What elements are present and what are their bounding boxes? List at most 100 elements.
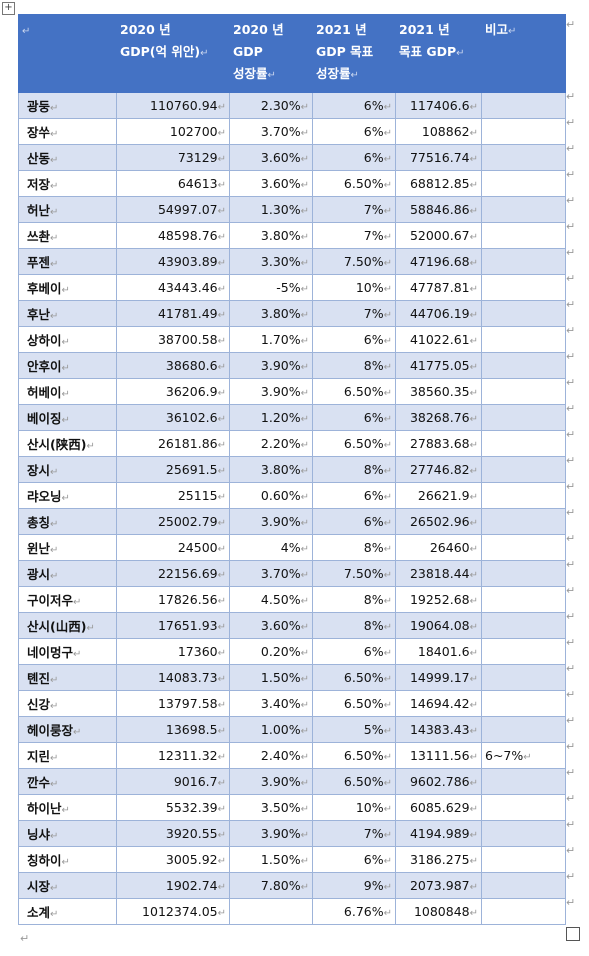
cell-growth-2020[interactable]: 3.60%↵ xyxy=(229,612,313,639)
cell-target-growth-2021[interactable]: 6%↵ xyxy=(312,144,396,171)
cell-gdp-2020[interactable]: 25002.79↵ xyxy=(116,508,230,535)
cell-gdp-2020[interactable]: 64613↵ xyxy=(116,170,230,197)
cell-growth-2020[interactable]: 3.90%↵ xyxy=(229,768,313,795)
cell-target-gdp-2021[interactable]: 19252.68↵ xyxy=(395,586,482,613)
cell-region[interactable]: 안후이↵ xyxy=(18,352,117,379)
cell-gdp-2020[interactable]: 43903.89↵ xyxy=(116,248,230,275)
cell-gdp-2020[interactable]: 110760.94↵ xyxy=(116,92,230,119)
cell-target-gdp-2021[interactable]: 58846.86↵ xyxy=(395,196,482,223)
cell-growth-2020[interactable]: 1.50%↵ xyxy=(229,664,313,691)
cell-growth-2020[interactable]: 3.90%↵ xyxy=(229,820,313,847)
cell-target-growth-2021[interactable]: 6.50%↵ xyxy=(312,170,396,197)
cell-gdp-2020[interactable]: 3005.92↵ xyxy=(116,846,230,873)
cell-region[interactable]: 산동↵ xyxy=(18,144,117,171)
cell-region[interactable]: 네이멍구↵ xyxy=(18,638,117,665)
cell-growth-2020[interactable]: 1.70%↵ xyxy=(229,326,313,353)
cell-gdp-2020[interactable]: 24500↵ xyxy=(116,534,230,561)
cell-gdp-2020[interactable]: 36206.9↵ xyxy=(116,378,230,405)
cell-target-gdp-2021[interactable]: 68812.85↵ xyxy=(395,170,482,197)
cell-note[interactable] xyxy=(481,300,566,327)
cell-growth-2020[interactable]: 3.50%↵ xyxy=(229,794,313,821)
cell-target-gdp-2021[interactable]: 14383.43↵ xyxy=(395,716,482,743)
cell-target-gdp-2021[interactable]: 47196.68↵ xyxy=(395,248,482,275)
cell-region[interactable]: 지린↵ xyxy=(18,742,117,769)
cell-target-growth-2021[interactable]: 8%↵ xyxy=(312,352,396,379)
header-gdp-2020[interactable]: 2020 년 GDP(억 위안)↵ xyxy=(116,14,230,93)
cell-growth-2020[interactable]: 7.80%↵ xyxy=(229,872,313,899)
cell-gdp-2020[interactable]: 102700↵ xyxy=(116,118,230,145)
cell-target-growth-2021[interactable]: 6.50%↵ xyxy=(312,430,396,457)
cell-note[interactable] xyxy=(481,92,566,119)
cell-target-gdp-2021[interactable]: 3186.275↵ xyxy=(395,846,482,873)
cell-target-growth-2021[interactable]: 6.50%↵ xyxy=(312,378,396,405)
cell-gdp-2020[interactable]: 17826.56↵ xyxy=(116,586,230,613)
cell-note[interactable] xyxy=(481,144,566,171)
cell-note[interactable] xyxy=(481,430,566,457)
cell-region[interactable]: 장시↵ xyxy=(18,456,117,483)
cell-target-growth-2021[interactable]: 6%↵ xyxy=(312,638,396,665)
cell-growth-2020[interactable]: 3.80%↵ xyxy=(229,456,313,483)
cell-note[interactable] xyxy=(481,612,566,639)
cell-growth-2020[interactable]: 4.50%↵ xyxy=(229,586,313,613)
cell-target-growth-2021[interactable]: 6%↵ xyxy=(312,326,396,353)
cell-target-growth-2021[interactable]: 6.50%↵ xyxy=(312,768,396,795)
cell-target-gdp-2021[interactable]: 108862↵ xyxy=(395,118,482,145)
cell-note[interactable] xyxy=(481,456,566,483)
cell-gdp-2020[interactable]: 41781.49↵ xyxy=(116,300,230,327)
cell-target-growth-2021[interactable]: 10%↵ xyxy=(312,794,396,821)
cell-target-growth-2021[interactable]: 6.50%↵ xyxy=(312,664,396,691)
cell-region[interactable]: 칭하이↵ xyxy=(18,846,117,873)
cell-region[interactable]: 신강↵ xyxy=(18,690,117,717)
cell-target-gdp-2021[interactable]: 6085.629↵ xyxy=(395,794,482,821)
cell-region[interactable]: 소계↵ xyxy=(18,898,117,925)
cell-growth-2020[interactable]: 0.60%↵ xyxy=(229,482,313,509)
cell-growth-2020[interactable]: 3.60%↵ xyxy=(229,144,313,171)
table-move-handle[interactable]: + xyxy=(2,2,15,15)
cell-region[interactable]: 푸젠↵ xyxy=(18,248,117,275)
cell-gdp-2020[interactable]: 38700.58↵ xyxy=(116,326,230,353)
cell-target-growth-2021[interactable]: 6.76%↵ xyxy=(312,898,396,925)
cell-gdp-2020[interactable]: 17651.93↵ xyxy=(116,612,230,639)
cell-target-gdp-2021[interactable]: 26621.9↵ xyxy=(395,482,482,509)
cell-target-gdp-2021[interactable]: 41022.61↵ xyxy=(395,326,482,353)
cell-target-gdp-2021[interactable]: 19064.08↵ xyxy=(395,612,482,639)
cell-note[interactable]: 6~7%↵ xyxy=(481,742,566,769)
cell-region[interactable]: 산시(山西)↵ xyxy=(18,612,117,639)
cell-growth-2020[interactable]: 3.70%↵ xyxy=(229,560,313,587)
cell-target-gdp-2021[interactable]: 13111.56↵ xyxy=(395,742,482,769)
cell-region[interactable]: 총칭↵ xyxy=(18,508,117,535)
cell-gdp-2020[interactable]: 43443.46↵ xyxy=(116,274,230,301)
cell-region[interactable]: 광둥↵ xyxy=(18,92,117,119)
cell-target-gdp-2021[interactable]: 14999.17↵ xyxy=(395,664,482,691)
cell-target-gdp-2021[interactable]: 26502.96↵ xyxy=(395,508,482,535)
header-note[interactable]: 비고↵ xyxy=(481,14,566,93)
cell-growth-2020[interactable] xyxy=(229,898,313,925)
cell-note[interactable] xyxy=(481,378,566,405)
cell-target-gdp-2021[interactable]: 18401.6↵ xyxy=(395,638,482,665)
cell-target-gdp-2021[interactable]: 27746.82↵ xyxy=(395,456,482,483)
cell-target-gdp-2021[interactable]: 4194.989↵ xyxy=(395,820,482,847)
cell-target-gdp-2021[interactable]: 27883.68↵ xyxy=(395,430,482,457)
cell-note[interactable] xyxy=(481,352,566,379)
cell-target-gdp-2021[interactable]: 2073.987↵ xyxy=(395,872,482,899)
cell-gdp-2020[interactable]: 22156.69↵ xyxy=(116,560,230,587)
cell-note[interactable] xyxy=(481,274,566,301)
cell-region[interactable]: 장쑤↵ xyxy=(18,118,117,145)
cell-gdp-2020[interactable]: 3920.55↵ xyxy=(116,820,230,847)
cell-note[interactable] xyxy=(481,534,566,561)
cell-target-growth-2021[interactable]: 6%↵ xyxy=(312,92,396,119)
cell-gdp-2020[interactable]: 13698.5↵ xyxy=(116,716,230,743)
cell-target-growth-2021[interactable]: 8%↵ xyxy=(312,586,396,613)
cell-gdp-2020[interactable]: 12311.32↵ xyxy=(116,742,230,769)
cell-gdp-2020[interactable]: 54997.07↵ xyxy=(116,196,230,223)
cell-target-gdp-2021[interactable]: 38268.76↵ xyxy=(395,404,482,431)
cell-target-growth-2021[interactable]: 10%↵ xyxy=(312,274,396,301)
cell-gdp-2020[interactable]: 36102.6↵ xyxy=(116,404,230,431)
cell-region[interactable]: 톈진↵ xyxy=(18,664,117,691)
cell-growth-2020[interactable]: 4%↵ xyxy=(229,534,313,561)
cell-target-growth-2021[interactable]: 6.50%↵ xyxy=(312,690,396,717)
cell-target-growth-2021[interactable]: 8%↵ xyxy=(312,534,396,561)
cell-growth-2020[interactable]: 3.40%↵ xyxy=(229,690,313,717)
cell-growth-2020[interactable]: 3.60%↵ xyxy=(229,170,313,197)
header-target-growth-2021[interactable]: 2021 년 GDP 목표 성장률↵ xyxy=(312,14,396,93)
